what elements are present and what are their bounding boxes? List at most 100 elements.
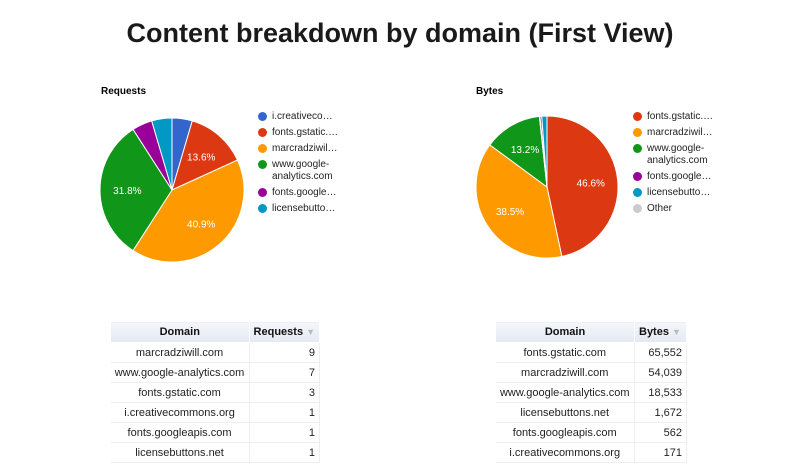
table-row[interactable]: marcradziwill.com 9 bbox=[110, 342, 321, 363]
pie-slice[interactable] bbox=[541, 115, 548, 188]
legend-item[interactable]: marcradziwil… bbox=[633, 127, 727, 139]
domain-cell: marcradziwill.com bbox=[110, 342, 250, 363]
legend-label: www.google-analytics.com bbox=[272, 159, 333, 182]
domain-cell: fonts.gstatic.com bbox=[495, 342, 635, 363]
value-cell: 1 bbox=[249, 402, 321, 423]
domain-column-header[interactable]: Domain bbox=[110, 321, 250, 343]
table-row[interactable]: fonts.gstatic.com 65,552 bbox=[495, 342, 687, 363]
legend-swatch-icon bbox=[633, 112, 642, 121]
legend-swatch-icon bbox=[258, 188, 267, 197]
value-cell: 9 bbox=[249, 342, 321, 363]
legend-label: fonts.google… bbox=[272, 187, 337, 198]
legend-item[interactable]: i.creativeco… bbox=[258, 111, 352, 123]
legend-item[interactable]: licensebutto… bbox=[633, 187, 727, 199]
legend-label: Other bbox=[647, 203, 673, 214]
legend-item[interactable]: marcradziwil… bbox=[258, 143, 352, 155]
table-row[interactable]: i.creativecommons.org 171 bbox=[495, 442, 687, 463]
requests-pie-chart[interactable]: 13.6% 40.9% 31.8% bbox=[0, 0, 400, 300]
domain-header-label: Domain bbox=[159, 326, 200, 338]
bytes-pie-chart[interactable]: 46.6% 38.5% 13.2% bbox=[0, 0, 800, 300]
pie-slice[interactable] bbox=[99, 128, 173, 252]
legend-swatch-icon bbox=[633, 188, 642, 197]
slice-percent-label: 13.6% bbox=[187, 152, 215, 163]
value-cell: 1 bbox=[249, 422, 321, 443]
pie-slice[interactable] bbox=[489, 115, 548, 189]
domain-cell: i.creativecommons.org bbox=[110, 402, 250, 423]
value-cell: 18,533 bbox=[634, 382, 687, 403]
legend-swatch-icon bbox=[258, 204, 267, 213]
requests-table: Domain Requests ▼ marcradziwill.com 9 www.g… bbox=[110, 321, 321, 463]
legend-swatch-icon bbox=[633, 144, 642, 153]
legend-label: licensebutto… bbox=[647, 187, 711, 198]
legend-item[interactable]: fonts.gstatic.… bbox=[633, 111, 727, 123]
pie-slice[interactable] bbox=[475, 144, 563, 259]
value-cell: 3 bbox=[249, 382, 321, 403]
legend-swatch-icon bbox=[633, 204, 642, 213]
legend-item[interactable]: fonts.google… bbox=[258, 187, 352, 199]
domain-cell: www.google-analytics.com bbox=[110, 362, 250, 383]
slice-percent-label: 13.2% bbox=[511, 145, 539, 156]
legend-item[interactable]: fonts.google… bbox=[633, 171, 727, 183]
legend-label: licensebutto… bbox=[272, 203, 336, 214]
legend-item[interactable]: Other bbox=[633, 203, 727, 215]
domain-header-label: Domain bbox=[544, 326, 586, 338]
value-cell: 1,672 bbox=[634, 402, 687, 423]
pie-slice[interactable] bbox=[132, 159, 245, 263]
legend-label: marcradziwil… bbox=[647, 127, 713, 138]
pie-slice[interactable] bbox=[171, 120, 239, 191]
slice-percent-label: 46.6% bbox=[577, 178, 605, 189]
table-row[interactable]: fonts.googleapis.com 562 bbox=[495, 422, 687, 443]
table-row[interactable]: licensebuttons.net 1,672 bbox=[495, 402, 687, 423]
legend-label: fonts.google… bbox=[647, 171, 712, 182]
domain-cell: i.creativecommons.org bbox=[495, 442, 635, 463]
value-cell: 171 bbox=[634, 442, 687, 463]
domain-cell: fonts.gstatic.com bbox=[110, 382, 250, 403]
value-cell: 1 bbox=[249, 442, 321, 463]
legend-label: fonts.gstatic.… bbox=[647, 111, 714, 122]
pie-slice[interactable] bbox=[151, 117, 173, 191]
table-row[interactable]: fonts.gstatic.com 3 bbox=[110, 382, 321, 403]
slice-percent-label: 38.5% bbox=[496, 207, 524, 218]
pie-slice[interactable] bbox=[546, 115, 619, 258]
legend-swatch-icon bbox=[258, 112, 267, 121]
legend-swatch-icon bbox=[258, 128, 267, 137]
domain-cell: www.google-analytics.com bbox=[495, 382, 635, 403]
legend-item[interactable]: licensebutto… bbox=[258, 203, 352, 215]
sort-descending-icon: ▼ bbox=[306, 327, 315, 337]
legend-label: www.google-analytics.com bbox=[647, 143, 708, 166]
value-cell: 7 bbox=[249, 362, 321, 383]
legend-item[interactable]: fonts.gstatic.… bbox=[258, 127, 352, 139]
legend-swatch-icon bbox=[258, 160, 267, 169]
slice-percent-label: 31.8% bbox=[113, 186, 141, 197]
table-row[interactable]: i.creativecommons.org 1 bbox=[110, 402, 321, 423]
bytes-legend: fonts.gstatic.… marcradziwil… www.google-a… bbox=[633, 111, 727, 219]
requests-column-header[interactable]: Requests ▼ bbox=[248, 321, 321, 343]
domain-cell: fonts.googleapis.com bbox=[495, 422, 635, 443]
legend-item[interactable]: www.google-analytics.com bbox=[633, 143, 727, 167]
value-cell: 562 bbox=[634, 422, 687, 443]
table-row[interactable]: www.google-analytics.com 18,533 bbox=[495, 382, 687, 403]
domain-column-header[interactable]: Domain bbox=[495, 321, 635, 343]
legend-item[interactable]: www.google-analytics.com bbox=[258, 159, 352, 183]
table-row[interactable]: fonts.googleapis.com 1 bbox=[110, 422, 321, 443]
legend-label: fonts.gstatic.… bbox=[272, 127, 339, 138]
requests-legend: i.creativeco… fonts.gstatic.… marcradziwil… bbox=[258, 111, 352, 219]
bytes-table: Domain Bytes ▼ fonts.gstatic.com 65,552 mar… bbox=[495, 321, 687, 463]
value-cell: 65,552 bbox=[634, 342, 687, 363]
legend-label: marcradziwil… bbox=[272, 143, 338, 154]
page-title: Content breakdown by domain (First View) bbox=[126, 18, 674, 48]
requests-chart-title: Requests bbox=[101, 86, 147, 97]
table-row[interactable]: licensebuttons.net 1 bbox=[110, 442, 321, 463]
slice-percent-label: 40.9% bbox=[187, 220, 215, 231]
table-row[interactable]: marcradziwill.com 54,039 bbox=[495, 362, 687, 383]
bytes-chart-title: Bytes bbox=[476, 86, 504, 97]
bytes-column-header[interactable]: Bytes ▼ bbox=[634, 321, 687, 343]
legend-label: i.creativeco… bbox=[272, 111, 333, 122]
table-row[interactable]: www.google-analytics.com 7 bbox=[110, 362, 321, 383]
bytes-header-label: Bytes bbox=[639, 326, 669, 338]
value-cell: 54,039 bbox=[634, 362, 687, 383]
domain-cell: fonts.googleapis.com bbox=[110, 422, 250, 443]
legend-swatch-icon bbox=[258, 144, 267, 153]
requests-header-label: Requests bbox=[253, 326, 304, 338]
legend-swatch-icon bbox=[633, 172, 642, 181]
